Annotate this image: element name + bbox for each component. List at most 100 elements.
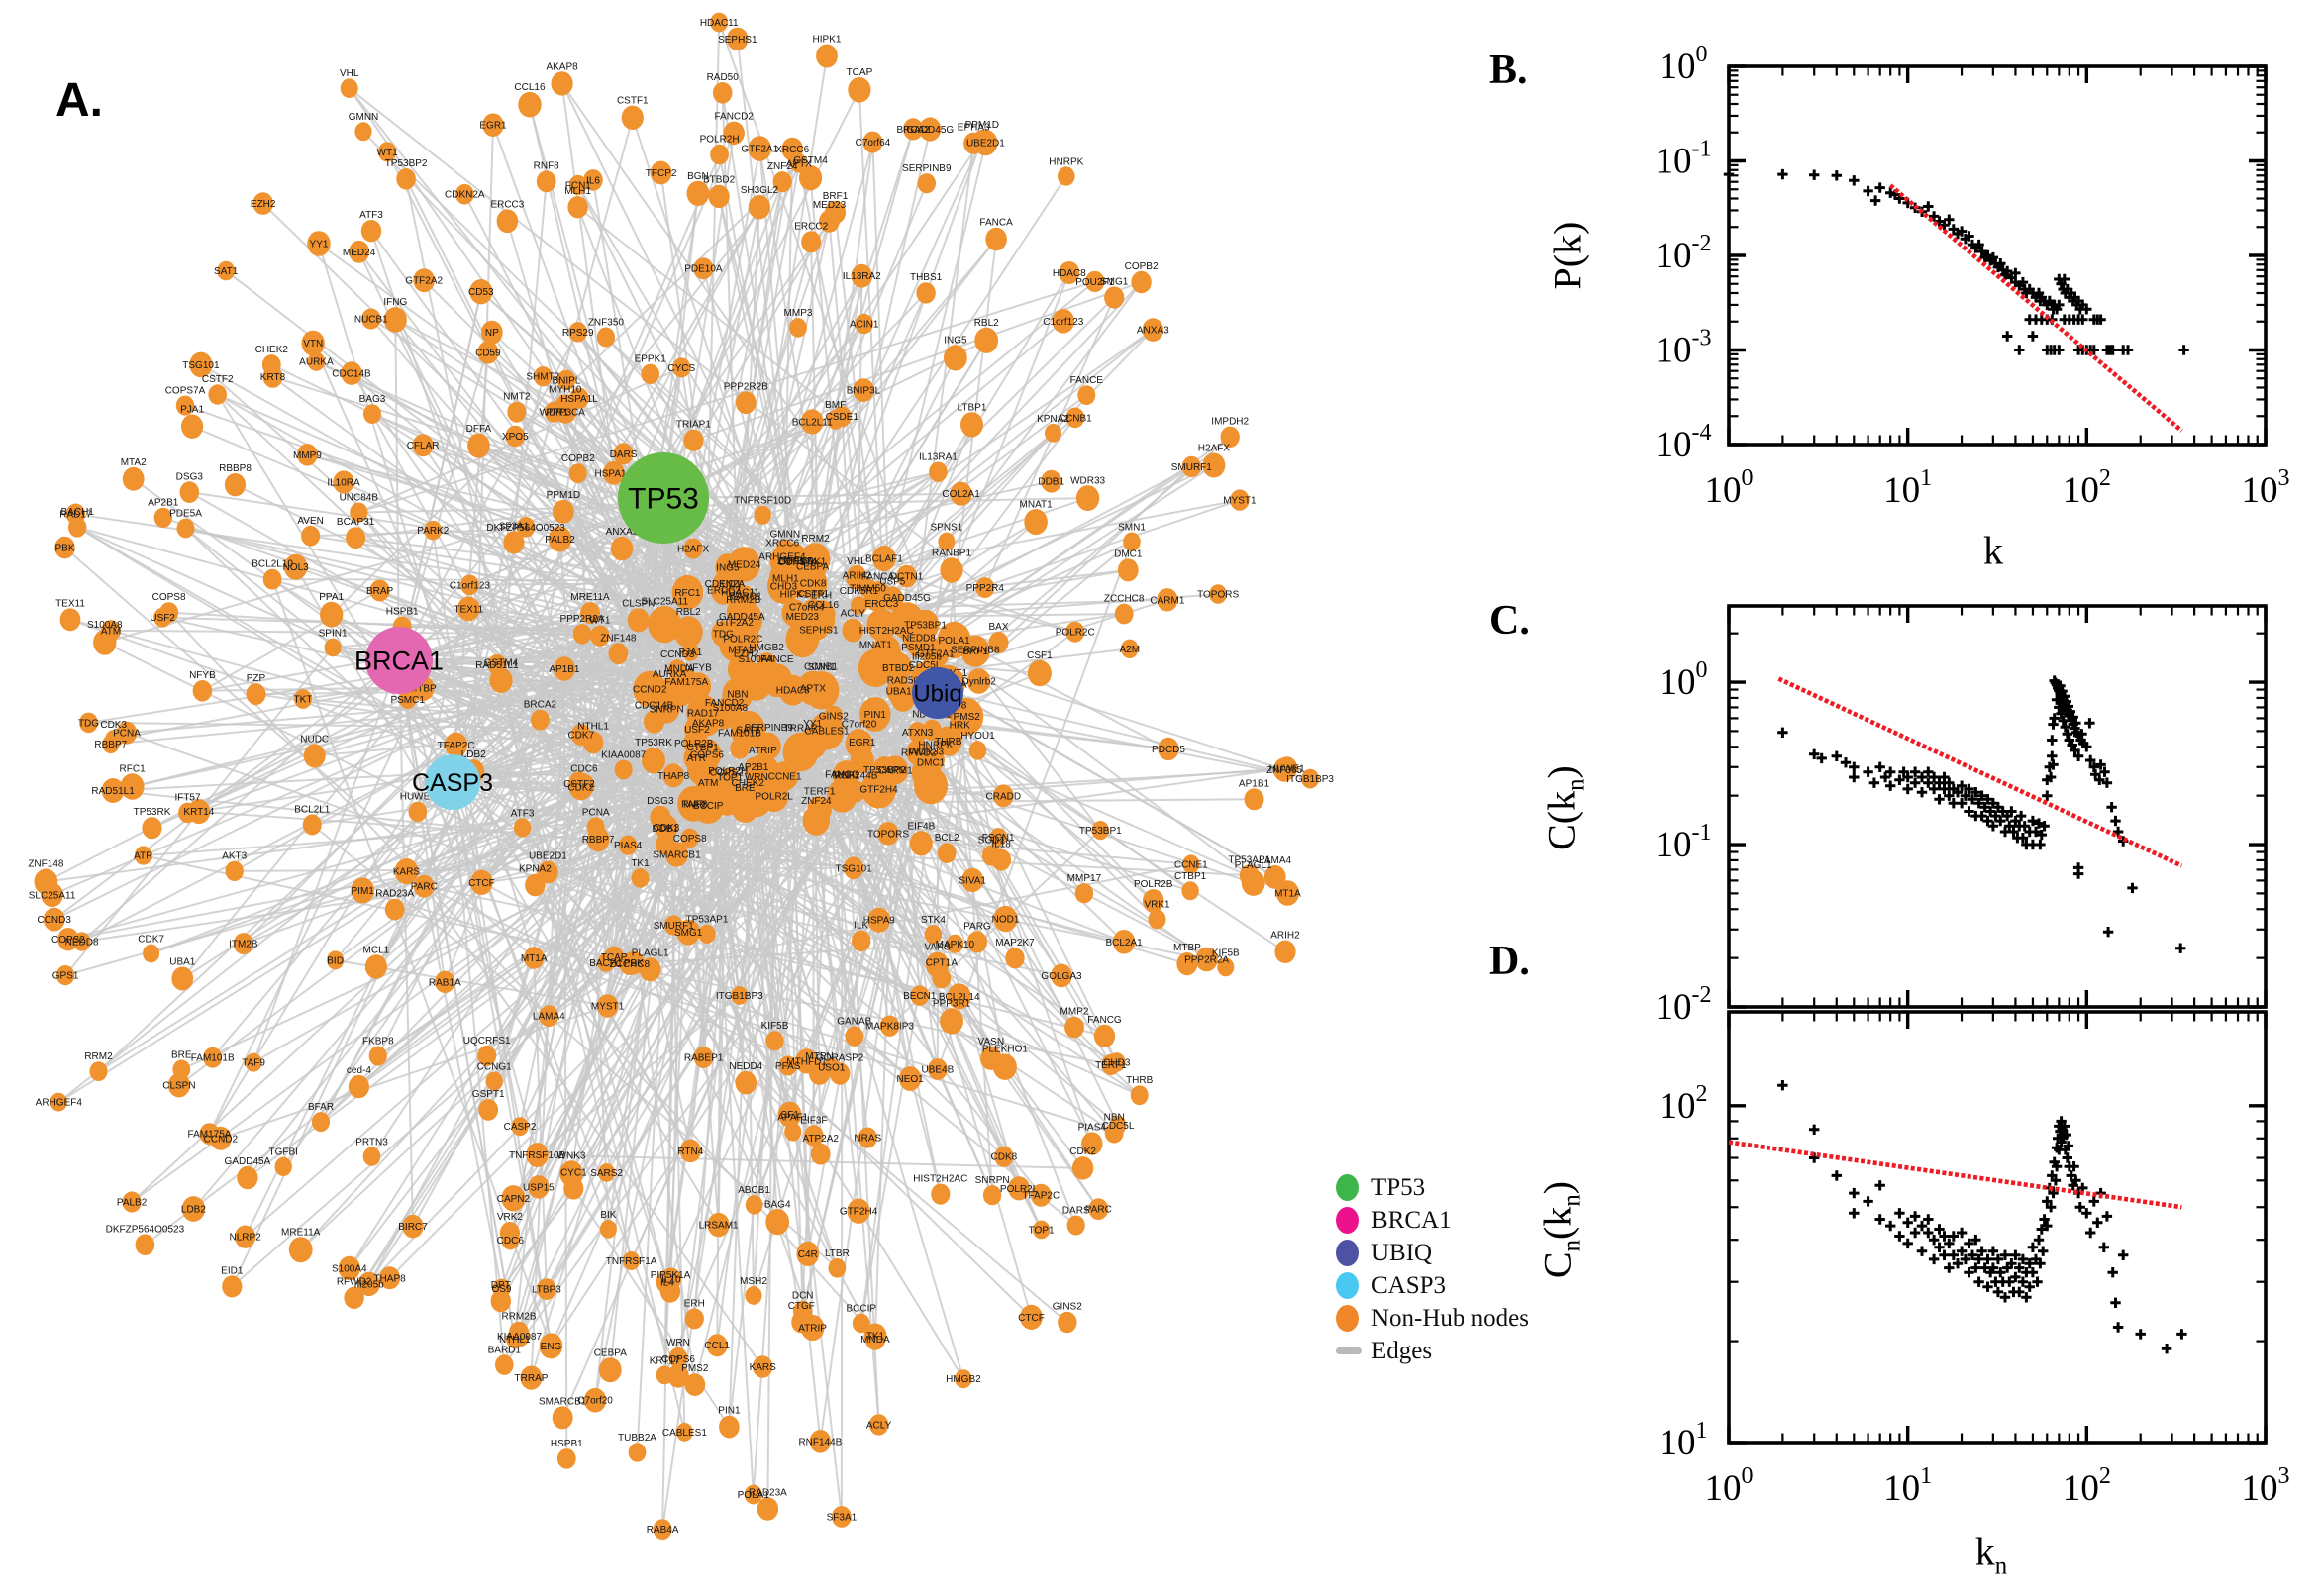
svg-text:SERPINB9: SERPINB9	[744, 723, 793, 734]
axis-ticks	[1727, 64, 2268, 447]
svg-text:BNIPL: BNIPL	[552, 375, 580, 386]
svg-text:ILK: ILK	[854, 921, 868, 932]
svg-text:HIPK1: HIPK1	[813, 35, 842, 46]
svg-text:VHL: VHL	[340, 68, 359, 79]
svg-text:100: 100	[1660, 42, 1708, 87]
svg-text:IMPDH2: IMPDH2	[1211, 417, 1249, 428]
svg-text:RPS29: RPS29	[562, 328, 594, 339]
svg-text:GTF2A1: GTF2A1	[741, 145, 778, 155]
svg-text:KARS: KARS	[750, 1362, 777, 1373]
legend-label: Non-Hub nodes	[1371, 1304, 1530, 1332]
svg-text:MAPK10: MAPK10	[936, 940, 975, 950]
svg-text:RFC1: RFC1	[120, 764, 147, 775]
svg-text:TRIAP1: TRIAP1	[676, 420, 711, 431]
panel-c-label: C.	[1489, 598, 1530, 644]
svg-text:GADD45A: GADD45A	[225, 1156, 271, 1167]
svg-text:EPHA3: EPHA3	[958, 123, 990, 134]
svg-text:BCL2: BCL2	[935, 833, 960, 844]
svg-text:MCL1: MCL1	[363, 946, 390, 956]
svg-text:NTHL1: NTHL1	[577, 722, 609, 733]
svg-text:NOL3: NOL3	[283, 562, 310, 573]
svg-text:FANCE: FANCE	[1070, 375, 1104, 386]
svg-text:BGN: BGN	[687, 171, 709, 182]
svg-text:ACIN1: ACIN1	[850, 320, 879, 331]
svg-text:LTBR: LTBR	[825, 1248, 850, 1259]
svg-text:10-1: 10-1	[1656, 137, 1712, 182]
svg-text:TEX11: TEX11	[454, 604, 483, 615]
hub-tp53-node	[618, 452, 709, 544]
svg-text:KARS: KARS	[393, 867, 421, 878]
svg-text:RAB4A: RAB4A	[647, 1525, 679, 1536]
svg-text:ERCC3: ERCC3	[864, 599, 898, 610]
svg-text:ENG: ENG	[541, 1342, 562, 1352]
legend: TP53 BRCA1 UBIQ CASP3 Non-Hub nodes Edges	[1336, 1171, 1529, 1367]
svg-text:KIF5B: KIF5B	[1212, 948, 1240, 958]
svg-text:LRSAM1: LRSAM1	[699, 1221, 739, 1232]
svg-text:NEO1: NEO1	[896, 1074, 924, 1085]
svg-text:BCCIP: BCCIP	[847, 1304, 877, 1315]
svg-text:THRB: THRB	[935, 737, 962, 748]
legend-label: Edges	[1371, 1337, 1433, 1364]
svg-text:NP: NP	[485, 328, 499, 339]
svg-text:ATXN3: ATXN3	[902, 728, 934, 739]
svg-text:ING5: ING5	[944, 336, 967, 347]
svg-text:100: 100	[1705, 465, 1754, 511]
svg-text:ARHGEF4: ARHGEF4	[36, 1098, 83, 1109]
svg-text:RANBP1: RANBP1	[932, 548, 971, 558]
svg-text:NEDD8: NEDD8	[65, 938, 99, 948]
svg-text:TK1: TK1	[631, 858, 650, 869]
svg-text:OS9: OS9	[491, 1284, 511, 1295]
svg-text:CDK7: CDK7	[138, 935, 164, 946]
svg-text:USP15: USP15	[523, 1182, 555, 1193]
svg-text:CDK3: CDK3	[100, 720, 127, 731]
svg-text:TNFRSF10D: TNFRSF10D	[734, 496, 791, 507]
svg-text:BCL2L10: BCL2L10	[252, 559, 293, 570]
svg-text:COPS6: COPS6	[690, 750, 724, 761]
svg-text:ZNF365: ZNF365	[1266, 765, 1303, 776]
svg-text:ABCB1: ABCB1	[738, 1185, 770, 1196]
svg-text:IL6: IL6	[586, 175, 600, 186]
svg-text:BAG4: BAG4	[764, 1199, 791, 1210]
legend-label: CASP3	[1371, 1271, 1447, 1299]
svg-text:SNRPN: SNRPN	[650, 705, 684, 716]
svg-text:MMP9: MMP9	[293, 450, 322, 461]
svg-text:HIST2H2AC: HIST2H2AC	[859, 626, 914, 637]
svg-text:ERCC2: ERCC2	[707, 586, 741, 597]
svg-text:USF2: USF2	[150, 613, 175, 624]
svg-text:RBL2: RBL2	[974, 318, 999, 329]
svg-text:MMP17: MMP17	[1067, 873, 1102, 884]
fit-line	[1777, 676, 2183, 868]
svg-text:NFYB: NFYB	[189, 670, 216, 681]
svg-text:ZNF365: ZNF365	[777, 556, 814, 567]
svg-text:NMT2: NMT2	[503, 392, 531, 403]
svg-text:FANCG: FANCG	[825, 769, 859, 780]
svg-text:BRE: BRE	[735, 783, 756, 794]
svg-text:AURKA: AURKA	[299, 357, 334, 368]
svg-text:RRM2B: RRM2B	[501, 1312, 536, 1323]
svg-text:SPNS1: SPNS1	[931, 522, 963, 533]
svg-text:HRK: HRK	[950, 721, 970, 732]
svg-text:APTX: APTX	[800, 684, 826, 695]
network-hubs: TP53 BRCA1 Ubiq CASP3	[354, 452, 963, 810]
svg-text:RRM2: RRM2	[801, 534, 830, 545]
svg-text:LTBP1: LTBP1	[958, 402, 987, 413]
svg-text:TP53RK: TP53RK	[134, 807, 171, 818]
svg-text:THRB: THRB	[1126, 1075, 1154, 1086]
svg-text:BMF: BMF	[825, 400, 846, 411]
svg-text:CABLES1: CABLES1	[662, 1428, 707, 1439]
svg-text:UQCRFS1: UQCRFS1	[463, 1036, 511, 1047]
svg-text:CPT1A: CPT1A	[926, 958, 959, 969]
svg-text:ATF3: ATF3	[511, 808, 535, 819]
svg-text:TP53AP1: TP53AP1	[1228, 854, 1270, 865]
svg-text:SMARCB1: SMARCB1	[539, 1397, 587, 1408]
svg-text:C7orf20: C7orf20	[842, 720, 877, 731]
svg-text:BNIP3L: BNIP3L	[847, 386, 881, 397]
svg-text:SLC25A11: SLC25A11	[641, 597, 688, 608]
svg-text:CSF1: CSF1	[1027, 650, 1053, 661]
svg-text:102: 102	[2063, 1463, 2111, 1509]
svg-text:101: 101	[1883, 465, 1932, 511]
svg-text:TRRAP: TRRAP	[784, 724, 818, 735]
node-swatch-icon	[1336, 1240, 1359, 1266]
svg-text:BCL2L11: BCL2L11	[792, 418, 833, 429]
svg-text:VRK1: VRK1	[800, 557, 827, 568]
